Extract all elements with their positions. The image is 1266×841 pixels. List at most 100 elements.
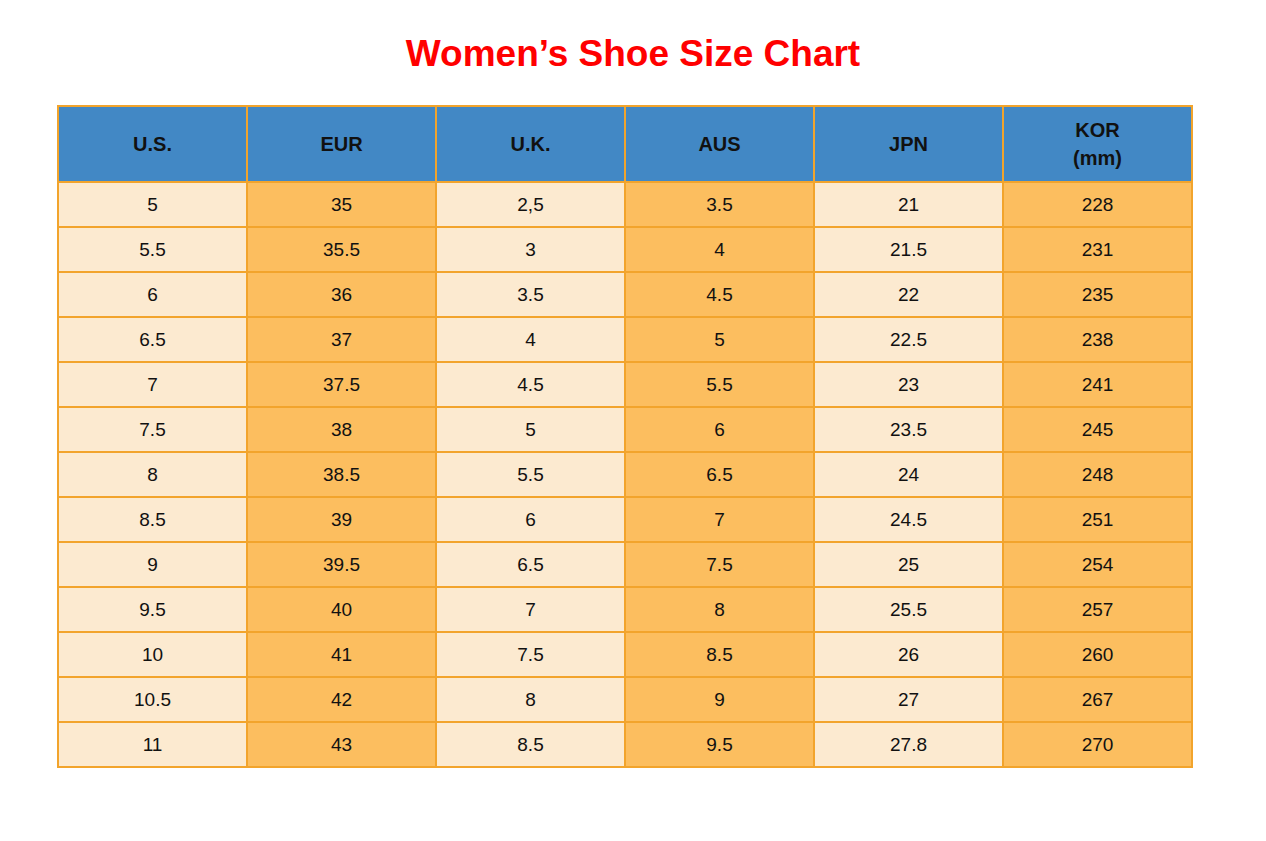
table-cell: 235 xyxy=(1003,272,1192,317)
table-cell: 36 xyxy=(247,272,436,317)
table-cell: 6 xyxy=(58,272,247,317)
table-cell: 9 xyxy=(625,677,814,722)
table-cell: 7 xyxy=(436,587,625,632)
table-cell: 3.5 xyxy=(625,182,814,227)
table-row: 8.5396724.5251 xyxy=(58,497,1192,542)
table-cell: 7 xyxy=(625,497,814,542)
column-header-jpn: JPN xyxy=(814,106,1003,182)
table-cell: 5.5 xyxy=(436,452,625,497)
table-cell: 9.5 xyxy=(58,587,247,632)
table-cell: 21.5 xyxy=(814,227,1003,272)
table-cell: 27.8 xyxy=(814,722,1003,767)
table-cell: 10 xyxy=(58,632,247,677)
table-cell: 8 xyxy=(436,677,625,722)
table-row: 10.5428927267 xyxy=(58,677,1192,722)
table-cell: 7 xyxy=(58,362,247,407)
page: Women’s Shoe Size Chart U.S.EURU.K.AUSJP… xyxy=(0,33,1266,768)
table-cell: 267 xyxy=(1003,677,1192,722)
table-cell: 22.5 xyxy=(814,317,1003,362)
column-header-label: JPN xyxy=(815,130,1002,158)
table-cell: 4 xyxy=(625,227,814,272)
table-cell: 3.5 xyxy=(436,272,625,317)
table-cell: 7.5 xyxy=(436,632,625,677)
page-title: Women’s Shoe Size Chart xyxy=(0,33,1266,75)
table-cell: 7.5 xyxy=(58,407,247,452)
table-cell: 260 xyxy=(1003,632,1192,677)
column-header-eur: EUR xyxy=(247,106,436,182)
table-cell: 37.5 xyxy=(247,362,436,407)
table-cell: 5 xyxy=(436,407,625,452)
table-cell: 5.5 xyxy=(58,227,247,272)
table-cell: 6.5 xyxy=(58,317,247,362)
table-cell: 8.5 xyxy=(625,632,814,677)
table-cell: 8.5 xyxy=(436,722,625,767)
table-cell: 25.5 xyxy=(814,587,1003,632)
table-body: 5352,53.5212285.535.53421.52316363.54.52… xyxy=(58,182,1192,767)
table-cell: 8 xyxy=(58,452,247,497)
table-cell: 4.5 xyxy=(625,272,814,317)
header-row: U.S.EURU.K.AUSJPNKOR(mm) xyxy=(58,106,1192,182)
table-cell: 7.5 xyxy=(625,542,814,587)
table-cell: 9.5 xyxy=(625,722,814,767)
column-header-label: U.K. xyxy=(437,130,624,158)
table-cell: 22 xyxy=(814,272,1003,317)
table-cell: 257 xyxy=(1003,587,1192,632)
table-row: 7.5385623.5245 xyxy=(58,407,1192,452)
table-cell: 35 xyxy=(247,182,436,227)
table-row: 838.55.56.524248 xyxy=(58,452,1192,497)
table-cell: 11 xyxy=(58,722,247,767)
column-header-label: KOR xyxy=(1004,116,1191,144)
table-cell: 4.5 xyxy=(436,362,625,407)
table-cell: 26 xyxy=(814,632,1003,677)
table-cell: 254 xyxy=(1003,542,1192,587)
table-cell: 38.5 xyxy=(247,452,436,497)
table-row: 737.54.55.523241 xyxy=(58,362,1192,407)
table-cell: 2,5 xyxy=(436,182,625,227)
column-header-sublabel: (mm) xyxy=(1004,144,1191,172)
table-cell: 38 xyxy=(247,407,436,452)
table-cell: 41 xyxy=(247,632,436,677)
table-cell: 245 xyxy=(1003,407,1192,452)
shoe-size-table: U.S.EURU.K.AUSJPNKOR(mm) 5352,53.5212285… xyxy=(57,105,1193,768)
table-cell: 43 xyxy=(247,722,436,767)
table-cell: 10.5 xyxy=(58,677,247,722)
table-cell: 9 xyxy=(58,542,247,587)
column-header-aus: AUS xyxy=(625,106,814,182)
table-cell: 4 xyxy=(436,317,625,362)
table-cell: 27 xyxy=(814,677,1003,722)
column-header-uk: U.K. xyxy=(436,106,625,182)
table-cell: 5 xyxy=(58,182,247,227)
table-row: 10417.58.526260 xyxy=(58,632,1192,677)
column-header-label: AUS xyxy=(626,130,813,158)
table-cell: 40 xyxy=(247,587,436,632)
table-row: 939.56.57.525254 xyxy=(58,542,1192,587)
table-row: 9.5407825.5257 xyxy=(58,587,1192,632)
table-cell: 25 xyxy=(814,542,1003,587)
table-cell: 8.5 xyxy=(58,497,247,542)
table-cell: 39.5 xyxy=(247,542,436,587)
column-header-label: EUR xyxy=(248,130,435,158)
table-cell: 270 xyxy=(1003,722,1192,767)
column-header-kor: KOR(mm) xyxy=(1003,106,1192,182)
table-row: 5352,53.521228 xyxy=(58,182,1192,227)
table-cell: 6.5 xyxy=(625,452,814,497)
table-cell: 24.5 xyxy=(814,497,1003,542)
table-cell: 21 xyxy=(814,182,1003,227)
table-cell: 42 xyxy=(247,677,436,722)
table-cell: 5 xyxy=(625,317,814,362)
table-cell: 231 xyxy=(1003,227,1192,272)
table-cell: 24 xyxy=(814,452,1003,497)
table-cell: 251 xyxy=(1003,497,1192,542)
table-cell: 3 xyxy=(436,227,625,272)
table-cell: 23 xyxy=(814,362,1003,407)
table-cell: 241 xyxy=(1003,362,1192,407)
table-row: 5.535.53421.5231 xyxy=(58,227,1192,272)
table-row: 6363.54.522235 xyxy=(58,272,1192,317)
column-header-label: U.S. xyxy=(59,130,246,158)
table-cell: 8 xyxy=(625,587,814,632)
table-row: 6.5374522.5238 xyxy=(58,317,1192,362)
table-cell: 35.5 xyxy=(247,227,436,272)
table-row: 11438.59.527.8270 xyxy=(58,722,1192,767)
table-cell: 6 xyxy=(436,497,625,542)
column-header-us: U.S. xyxy=(58,106,247,182)
